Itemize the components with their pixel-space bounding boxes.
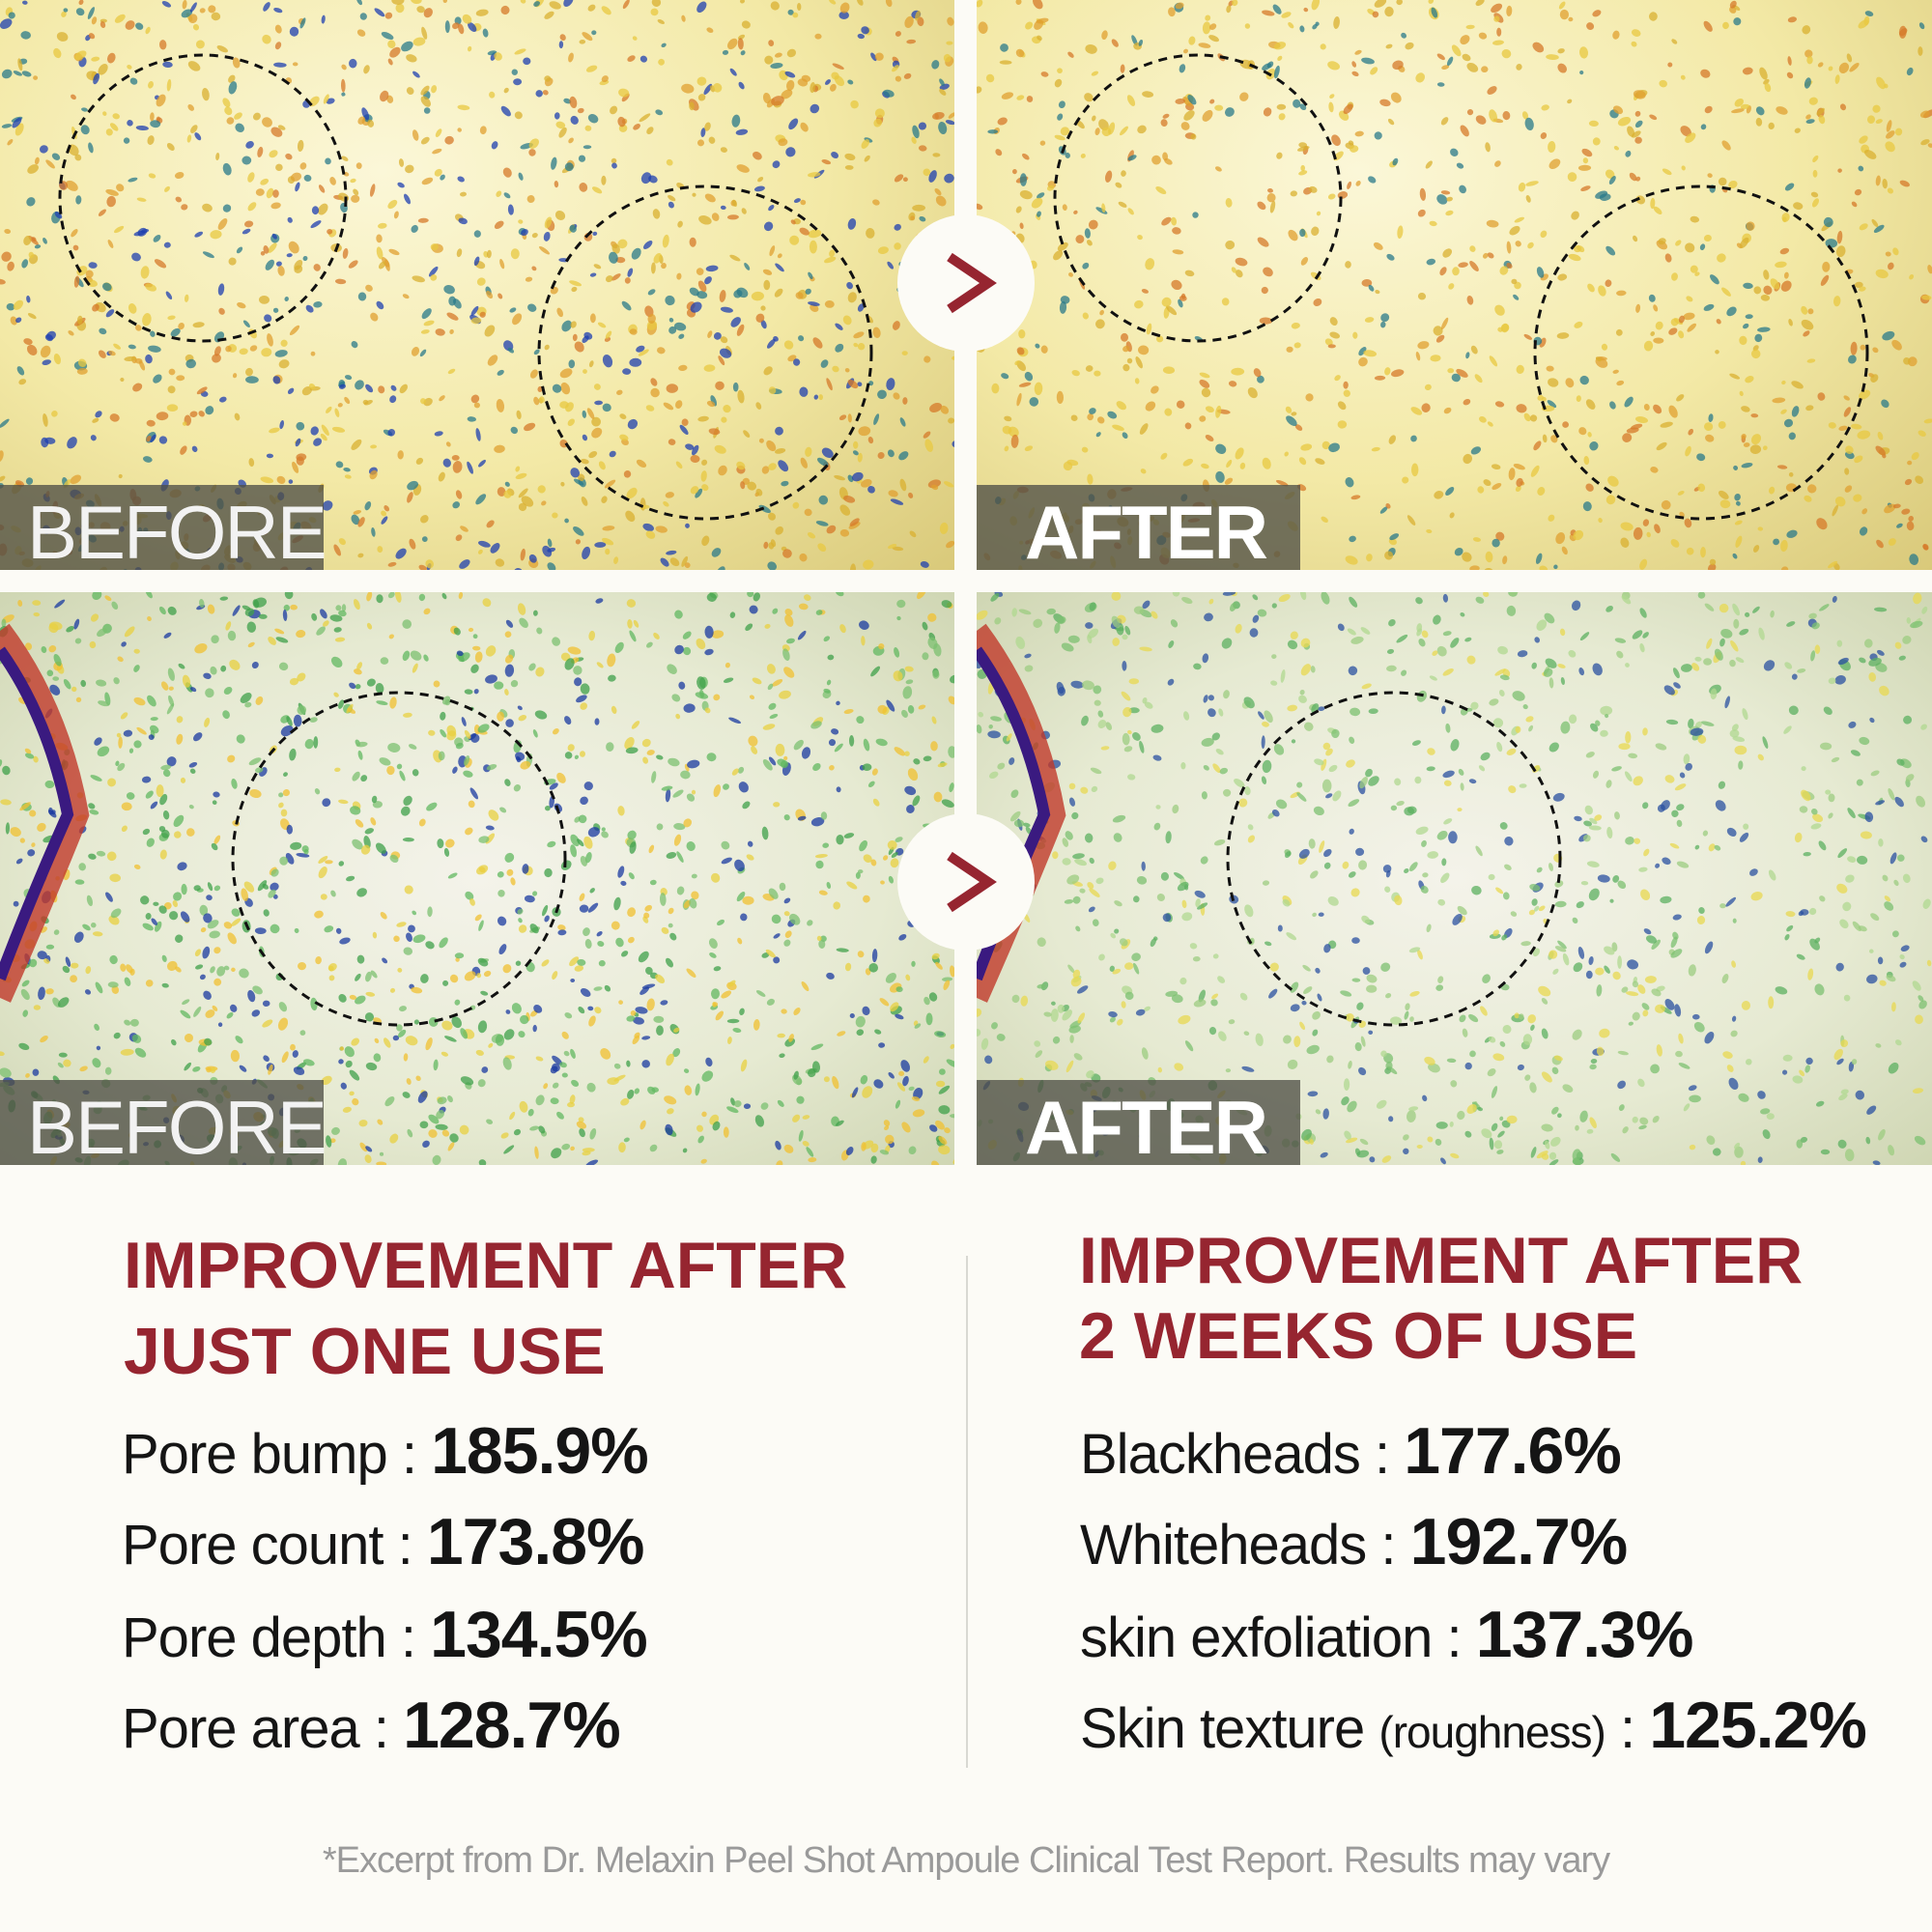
stat-row: Pore depth : 134.5% <box>122 1598 648 1671</box>
stat-row: Blackheads : 177.6% <box>1080 1414 1622 1488</box>
before-label: BEFORE <box>0 1080 327 1165</box>
focus-area-circle <box>231 691 567 1027</box>
stat-value: 185.9% <box>431 1414 649 1488</box>
skin-analysis-texture <box>977 0 1932 570</box>
stat-value: 177.6% <box>1404 1414 1622 1488</box>
stat-label: Skin texture <box>1080 1697 1365 1760</box>
arrow-badge <box>897 214 1035 352</box>
stat-row: Pore count : 173.8% <box>122 1505 645 1578</box>
stat-label: Whiteheads <box>1080 1514 1367 1577</box>
stat-value: 137.3% <box>1475 1598 1694 1671</box>
after-image-pores-top: AFTER <box>977 0 1932 570</box>
stat-row: Whiteheads : 192.7% <box>1080 1505 1629 1578</box>
before-image-pores-bottom: BEFORE <box>0 592 954 1165</box>
right-heading: IMPROVEMENT AFTER 2 WEEKS OF USE <box>1079 1223 1803 1374</box>
left-heading: IMPROVEMENT AFTER JUST ONE USE <box>124 1223 847 1395</box>
chevron-right-icon <box>947 252 997 314</box>
stat-label: Pore area <box>122 1697 360 1760</box>
after-text: AFTER <box>1025 1085 1268 1165</box>
stat-label: Pore depth <box>122 1606 387 1669</box>
stat-row: Skin texture (roughness) : 125.2% <box>1080 1689 1867 1762</box>
heading-line: 2 WEEKS OF USE <box>1079 1299 1638 1373</box>
stat-value: 192.7% <box>1409 1505 1629 1578</box>
before-label: BEFORE <box>0 485 327 570</box>
footnote: *Excerpt from Dr. Melaxin Peel Shot Ampo… <box>322 1840 1610 1881</box>
stat-value: 134.5% <box>430 1598 648 1671</box>
stat-label: skin exfoliation <box>1080 1606 1433 1669</box>
chevron-right-icon <box>947 851 997 913</box>
stat-label: Pore bump <box>122 1423 388 1486</box>
focus-area-circle <box>537 185 873 521</box>
after-text: AFTER <box>1025 490 1268 570</box>
stat-label: Blackheads <box>1080 1423 1361 1486</box>
focus-area-circle <box>1533 185 1869 521</box>
stat-row: Pore bump : 185.9% <box>122 1414 649 1488</box>
focus-area-circle <box>1226 691 1562 1027</box>
stat-value: 125.2% <box>1649 1689 1867 1762</box>
stat-value: 173.8% <box>426 1505 645 1578</box>
stat-label: Pore count <box>122 1514 384 1577</box>
stat-row: Pore area : 128.7% <box>122 1689 621 1762</box>
after-label: AFTER <box>977 485 1300 570</box>
stat-row: skin exfoliation : 137.3% <box>1080 1598 1694 1671</box>
arrow-badge <box>897 813 1035 951</box>
skin-analysis-texture <box>0 592 954 1165</box>
before-text: BEFORE <box>27 1085 327 1165</box>
stat-value: 128.7% <box>403 1689 621 1762</box>
heading-line: IMPROVEMENT AFTER <box>124 1229 848 1302</box>
after-label: AFTER <box>977 1080 1300 1165</box>
heading-line: JUST ONE USE <box>124 1315 606 1388</box>
stat-note: (roughness) <box>1378 1707 1605 1757</box>
focus-area-circle <box>58 53 348 343</box>
before-image-pores-top: BEFORE <box>0 0 954 570</box>
column-divider <box>966 1256 968 1768</box>
focus-area-circle <box>1053 53 1343 343</box>
heading-line: IMPROVEMENT AFTER <box>1079 1224 1804 1297</box>
before-text: BEFORE <box>27 490 327 570</box>
after-image-pores-bottom: AFTER <box>977 592 1932 1165</box>
